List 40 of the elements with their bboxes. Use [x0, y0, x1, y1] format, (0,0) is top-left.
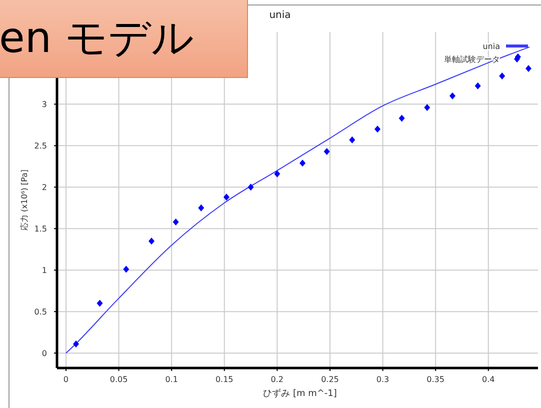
annotation: en モデル [0, 0, 248, 78]
y-tick-label: 3 [42, 100, 47, 110]
x-tick-label: 0.4 [482, 375, 495, 384]
point [374, 126, 380, 133]
x-tick-label: 0.2 [270, 375, 284, 384]
point [198, 204, 204, 212]
x-tick-label: 0.35 [426, 375, 444, 384]
y-tick-label: 0 [42, 349, 47, 358]
point [349, 136, 356, 144]
x-tick-label: 0.15 [215, 375, 234, 384]
point [274, 170, 280, 178]
point [324, 148, 330, 155]
point [96, 300, 103, 307]
x-axis-title: ひずみ [m m^-1] [263, 388, 337, 399]
point [248, 184, 254, 191]
point [449, 92, 456, 100]
point [525, 65, 532, 72]
legend-label: unia [482, 42, 500, 51]
y-tick-label: 1.5 [34, 224, 47, 234]
x-tick-label: 0 [63, 375, 69, 384]
y-tick-label: 0.5 [34, 308, 47, 317]
point [123, 266, 130, 273]
y-tick-label: 2 [42, 183, 47, 192]
point [398, 114, 405, 122]
point [424, 104, 430, 111]
x-tick-label: 0.05 [110, 375, 128, 384]
point [499, 72, 506, 80]
x-tick-label: 0.1 [165, 375, 178, 384]
point [223, 194, 230, 201]
chart-title: unia [269, 10, 291, 21]
point [172, 218, 179, 226]
point [148, 238, 155, 245]
y-tick-label: 2.5 [34, 142, 47, 151]
y-tick-label: 1 [42, 266, 47, 276]
point [73, 340, 80, 348]
point [474, 82, 481, 90]
y-axis-title: 応力 (x10⁶) [Pa] [20, 169, 29, 231]
x-tick-label: 0.25 [321, 375, 339, 384]
point [300, 160, 306, 167]
x-tick-label: 0.3 [376, 375, 390, 384]
